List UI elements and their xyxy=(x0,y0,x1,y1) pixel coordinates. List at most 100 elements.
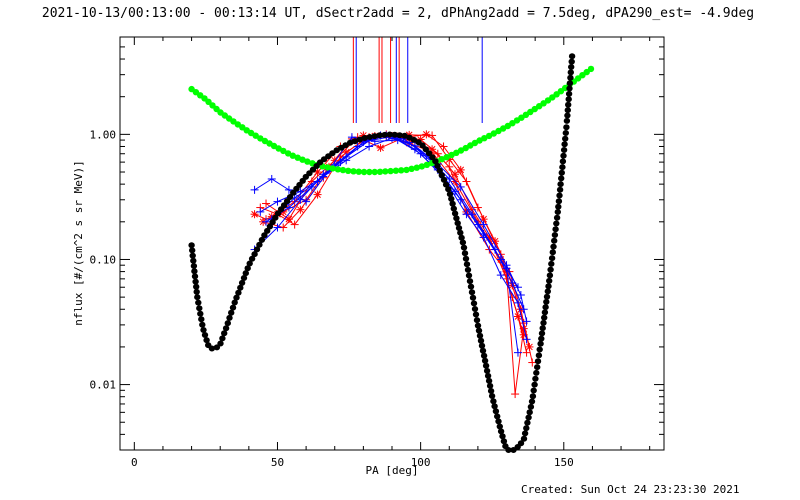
green-fit-dot xyxy=(366,168,373,176)
black-fit-dot xyxy=(246,260,253,267)
black-fit-dot xyxy=(448,195,455,202)
black-fit-dot xyxy=(565,90,573,97)
black-fit-dot xyxy=(371,133,378,140)
black-fit-dot xyxy=(432,158,439,165)
black-fit-dot xyxy=(264,227,271,234)
black-fit-dot xyxy=(196,305,203,312)
marker-d2 xyxy=(457,166,465,174)
black-fit-dot xyxy=(460,244,468,251)
black-fit-dot xyxy=(560,147,568,153)
black-fit-dot xyxy=(244,265,251,272)
blue-1-point xyxy=(250,185,259,194)
marker-d2 xyxy=(377,144,384,152)
black-fit-dot xyxy=(449,200,456,207)
blue-4-point xyxy=(519,305,528,314)
blue-5-point xyxy=(313,177,322,186)
black-fit-dot xyxy=(361,135,368,141)
black-fit-dot xyxy=(568,64,575,70)
black-fit-dot xyxy=(190,257,197,264)
black-fit-dot xyxy=(476,332,484,339)
black-fit-dot xyxy=(253,246,261,253)
black-fit-dot xyxy=(461,250,469,257)
black-fit-dot xyxy=(434,162,441,169)
red-4-point xyxy=(473,203,482,212)
black-fit-dot xyxy=(396,132,403,139)
black-fit-dot xyxy=(523,425,530,432)
black-fit-dot xyxy=(269,219,276,226)
black-fit-dot xyxy=(497,428,505,435)
black-fit-dot xyxy=(468,289,476,296)
black-fit-dot xyxy=(480,352,488,359)
black-fit-dot xyxy=(467,283,475,290)
x-axis: 0 50 100 150 xyxy=(131,37,651,469)
black-fit-dot xyxy=(566,80,574,87)
black-fit-dot xyxy=(483,367,491,374)
black-fit-dot xyxy=(555,203,562,210)
black-fit-dot xyxy=(462,255,470,262)
black-fit-dot xyxy=(189,247,196,254)
green-fit-dot xyxy=(481,135,488,142)
black-fit-dot xyxy=(474,322,482,329)
blue-1-point xyxy=(347,133,356,142)
black-fit-dot xyxy=(496,423,503,430)
black-fit-dot xyxy=(552,226,559,233)
black-fit-dot xyxy=(527,403,535,410)
blue-1-point xyxy=(522,335,531,344)
plot-area xyxy=(119,36,665,451)
red-4-point xyxy=(376,143,385,152)
green-fit-dot xyxy=(345,167,352,174)
black-fit-dot xyxy=(466,278,474,285)
x-tick-label: 150 xyxy=(554,456,574,469)
black-fit-dot xyxy=(199,321,206,328)
black-fit-dot xyxy=(221,330,228,337)
black-fit-dot xyxy=(465,272,473,279)
blue-2-point xyxy=(522,317,531,326)
green-fit-dot xyxy=(485,132,493,140)
fit-curves xyxy=(188,53,595,453)
green-fit-dot xyxy=(490,130,497,137)
black-fit-dot xyxy=(470,300,478,307)
green-fit-dot xyxy=(504,122,511,130)
black-fit-dot xyxy=(532,375,539,382)
black-fit-dot xyxy=(481,357,489,364)
black-fit-dot xyxy=(565,101,572,108)
black-fit-dot xyxy=(490,398,497,405)
black-fit-dot xyxy=(491,403,498,410)
black-fit-dot xyxy=(192,278,199,285)
black-fit-dot xyxy=(526,409,533,416)
black-fit-dot xyxy=(459,239,467,246)
black-fit-dot xyxy=(438,172,445,179)
black-fit-dot xyxy=(191,273,199,280)
black-fit-dot xyxy=(546,272,554,279)
black-fit-dot xyxy=(559,164,566,171)
black-fit-dot xyxy=(189,252,196,259)
green-fit-dot xyxy=(438,156,445,163)
black-fit-dot xyxy=(534,358,542,365)
black-fit-dot xyxy=(188,242,195,249)
black-fit-dot xyxy=(548,260,555,267)
green-fit-dot xyxy=(403,166,410,174)
red-4-point xyxy=(491,237,500,246)
black-fit-dot xyxy=(537,340,544,347)
green-fit-dot xyxy=(509,120,516,127)
black-fit-dot xyxy=(520,435,528,442)
y-axis-label: nflux [#/(cm^2 s sr MeV)] xyxy=(72,160,85,326)
black-fit-dot xyxy=(486,382,494,389)
green-fit-dot xyxy=(280,147,287,155)
black-fit-dot xyxy=(203,337,210,344)
red-1-point xyxy=(433,149,442,158)
chart-title: 2021-10-13/00:13:00 - 00:13:14 UT, dSect… xyxy=(42,6,754,21)
black-fit-dot xyxy=(543,298,550,305)
blue-5-point xyxy=(496,255,505,264)
black-fit-dot xyxy=(381,131,388,138)
red-4-point xyxy=(439,142,448,151)
black-fit-dot xyxy=(193,283,200,290)
y-tick-label: 0.01 xyxy=(90,379,117,392)
green-fit-dot xyxy=(413,164,420,171)
black-fit-dot xyxy=(556,192,563,199)
green-fit-dot xyxy=(387,167,394,175)
black-fit-dot xyxy=(266,223,274,230)
red-3-point xyxy=(511,390,520,399)
black-fit-dot xyxy=(531,381,538,388)
black-fit-dot xyxy=(551,237,558,244)
